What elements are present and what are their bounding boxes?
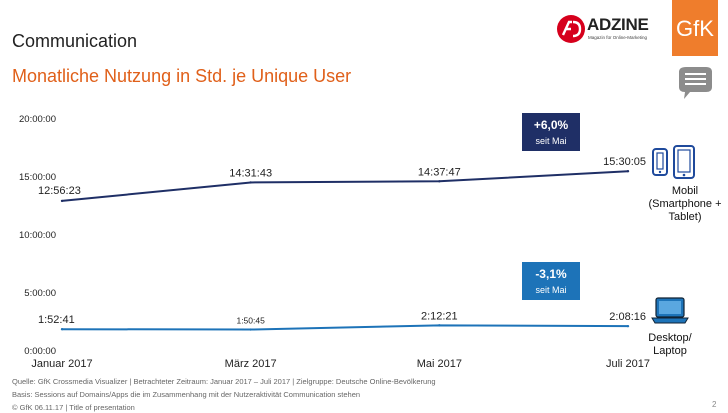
adzine-tagline: Magazin für Online-Marketing — [588, 35, 648, 40]
source-note: Quelle: GfK Crossmedia Visualizer | Betr… — [12, 377, 436, 386]
mobile-change-badge: +6,0% seit Mai — [522, 113, 580, 151]
page-title: Communication — [12, 31, 138, 51]
data-point — [438, 324, 441, 327]
basis-note: Basis: Sessions auf Domains/Apps die im … — [12, 390, 361, 399]
tablet-icon — [673, 145, 695, 179]
y-tick-label: 0:00:00 — [24, 346, 56, 357]
data-point — [249, 181, 252, 184]
series-line-mobile — [61, 170, 629, 202]
desktop-change-value: -3,1% — [535, 267, 567, 281]
adzine-logo: ADZINE Magazin für Online-Marketing — [556, 14, 649, 44]
data-label: 12:56:23 — [38, 185, 81, 197]
data-label: 2:08:16 — [609, 311, 646, 323]
data-point — [249, 328, 252, 331]
smartphone-icon — [652, 148, 668, 176]
mobile-change-note: seit Mai — [535, 136, 567, 146]
page-number: 2 — [712, 400, 717, 409]
gfk-logo-text: GfK — [676, 16, 714, 41]
gfk-logo: GfK — [672, 0, 718, 56]
x-tick-label: Juli 2017 — [606, 358, 650, 370]
speech-bubble-icon[interactable] — [672, 62, 718, 108]
data-point — [626, 324, 630, 328]
data-label: 1:50:45 — [236, 316, 265, 326]
x-tick-label: März 2017 — [225, 358, 277, 370]
line-chart: 0:00:00 5:00:00 10:00:00 15:00:00 20:00:00 J… — [19, 114, 650, 370]
page-subtitle: Monatliche Nutzung in Std. je Unique Use… — [12, 66, 352, 86]
series-line-desktop — [61, 324, 629, 331]
y-tick-label: 10:00:00 — [19, 230, 56, 241]
copyright-note: © GfK 06.11.17 | Title of presentation — [12, 403, 135, 412]
mobile-legend-label: Mobil (Smartphone + Tablet) — [640, 185, 728, 224]
adzine-mark-icon — [557, 15, 585, 43]
x-tick-label: Januar 2017 — [31, 358, 92, 370]
x-tick-label: Mai 2017 — [417, 358, 462, 370]
data-point — [60, 199, 64, 203]
desktop-legend-label: Desktop/ Laptop — [640, 332, 700, 358]
data-label: 2:12:21 — [421, 310, 458, 322]
data-point — [626, 170, 630, 173]
data-point — [438, 180, 441, 183]
y-tick-label: 20:00:00 — [19, 114, 56, 125]
mobile-legend-line1: Mobil — [671, 185, 699, 197]
desktop-change-badge: -3,1% seit Mai — [522, 262, 580, 300]
desktop-legend-line1: Desktop/ — [648, 332, 692, 344]
data-label: 1:52:41 — [38, 314, 75, 326]
data-label: 14:31:43 — [229, 167, 272, 179]
adzine-wordmark: ADZINE — [587, 15, 649, 34]
y-tick-label: 15:00:00 — [19, 172, 56, 183]
desktop-legend-line2: Laptop — [653, 345, 687, 357]
data-point — [60, 327, 64, 331]
mobile-change-value: +6,0% — [533, 118, 569, 132]
laptop-icon — [651, 297, 689, 324]
data-label: 15:30:05 — [603, 156, 646, 168]
y-tick-label: 5:00:00 — [24, 288, 56, 299]
mobile-legend-line3: Tablet) — [668, 211, 702, 223]
mobile-devices-icons — [652, 145, 695, 179]
data-label: 14:37:47 — [418, 166, 461, 178]
desktop-change-note: seit Mai — [535, 285, 567, 295]
mobile-legend-line2: (Smartphone + — [648, 198, 722, 210]
